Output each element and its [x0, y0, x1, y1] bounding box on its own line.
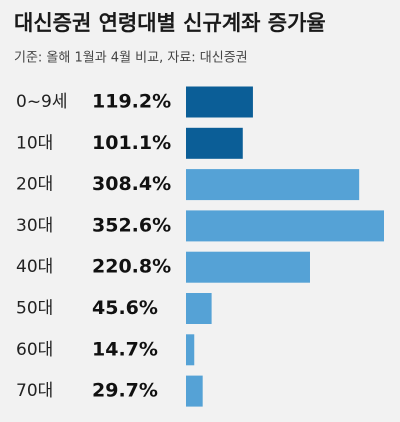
bar [186, 375, 203, 407]
value-label: 308.4% [92, 173, 171, 195]
category-label: 60대 [16, 340, 53, 360]
category-label: 50대 [16, 299, 53, 319]
category-label: 30대 [16, 216, 53, 236]
category-label: 20대 [16, 175, 53, 195]
category-label: 0~9세 [16, 92, 68, 112]
value-label: 45.6% [92, 297, 158, 319]
chart-subtitle: 기준: 올해 1월과 4월 비교, 자료: 대신증권 [14, 51, 248, 66]
value-label: 220.8% [92, 256, 171, 278]
bar [186, 334, 195, 366]
bar [186, 169, 360, 201]
category-label: 10대 [16, 133, 53, 153]
value-label: 29.7% [92, 380, 158, 402]
value-label: 352.6% [92, 214, 171, 236]
bar [186, 86, 253, 118]
bar [186, 293, 212, 324]
value-label: 14.7% [92, 338, 158, 360]
value-label: 119.2% [92, 91, 171, 113]
bar [186, 210, 384, 242]
bar [186, 127, 243, 159]
value-label: 101.1% [92, 132, 171, 154]
chart-title: 대신증권 연령대별 신규계좌 증가율 [14, 11, 326, 35]
bar [186, 251, 310, 283]
category-label: 70대 [16, 381, 53, 401]
category-label: 40대 [16, 257, 53, 277]
